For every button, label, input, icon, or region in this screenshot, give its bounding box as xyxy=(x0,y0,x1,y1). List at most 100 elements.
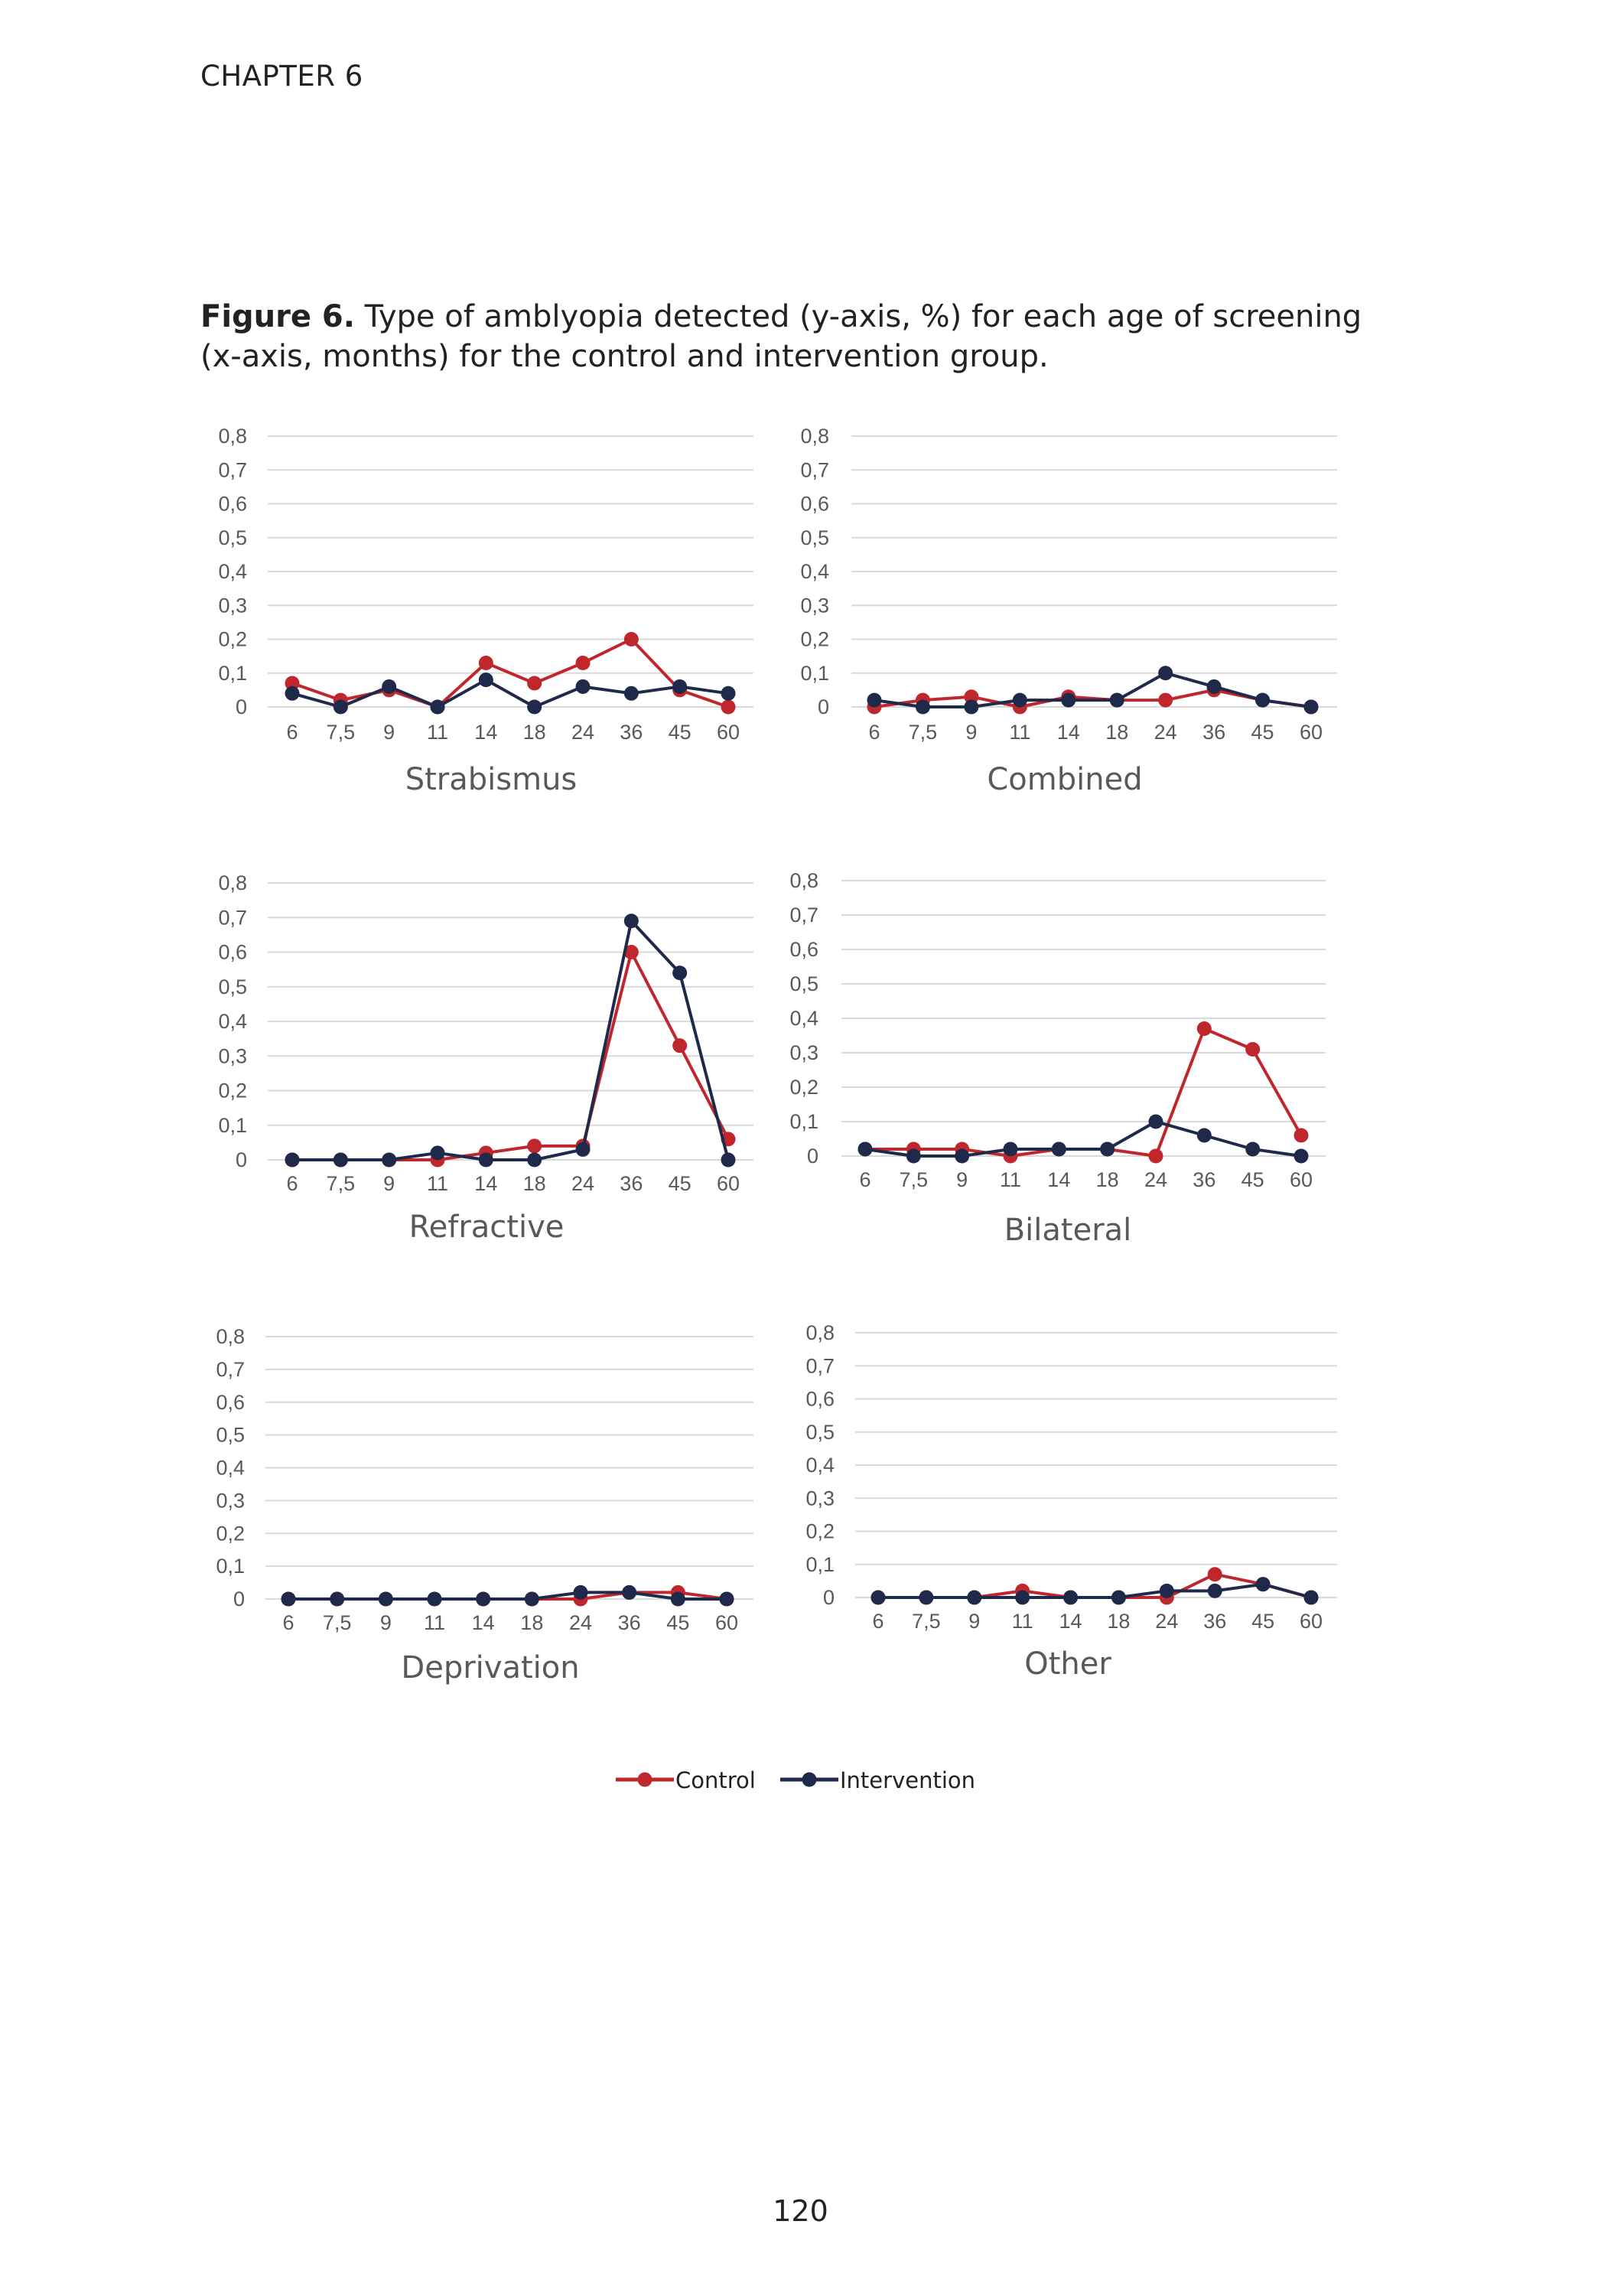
data-point-intervention xyxy=(1158,666,1173,681)
x-tick-label: 14 xyxy=(474,721,497,744)
data-point-control xyxy=(623,632,639,646)
y-tick-label: 0,3 xyxy=(218,1044,247,1067)
x-tick-label: 36 xyxy=(618,1611,641,1634)
x-tick-label: 45 xyxy=(666,1611,689,1634)
y-tick-label: 0 xyxy=(818,695,829,718)
data-point-control xyxy=(1158,692,1173,708)
y-tick-label: 0,4 xyxy=(216,1457,245,1480)
data-point-intervention xyxy=(478,673,493,688)
data-point-intervention xyxy=(919,1590,934,1605)
x-tick-label: 18 xyxy=(520,1611,543,1634)
y-tick-label: 0,3 xyxy=(800,594,829,617)
y-tick-label: 0,8 xyxy=(216,1325,245,1348)
x-tick-label: 60 xyxy=(1300,1610,1323,1633)
y-tick-label: 0,4 xyxy=(805,1454,835,1477)
data-point-control xyxy=(1196,1021,1212,1036)
x-tick-label: 60 xyxy=(717,721,740,744)
x-tick-label: 45 xyxy=(1241,1168,1264,1191)
y-tick-label: 0,5 xyxy=(218,526,247,549)
y-tick-label: 0,6 xyxy=(805,1388,835,1411)
data-point-intervention xyxy=(285,1152,300,1168)
chart-title: Other xyxy=(1024,1646,1111,1682)
x-tick-label: 45 xyxy=(1251,721,1274,744)
x-tick-label: 14 xyxy=(1059,1610,1082,1633)
data-point-control xyxy=(1245,1042,1261,1057)
series-line-intervention xyxy=(291,678,729,708)
y-tick-label: 0,7 xyxy=(805,1354,835,1377)
y-tick-label: 0,7 xyxy=(800,458,829,481)
x-tick-label: 6 xyxy=(859,1168,870,1191)
chart-other: 0 0,1 0,2 0,3 0,4 0,5 0,6 0,7 0,8 6 7,5 9 11 14 18 24 36… xyxy=(805,1321,1337,1682)
data-point-intervention xyxy=(1012,692,1027,708)
chart-title: Combined xyxy=(987,762,1142,797)
y-tick-label: 0,4 xyxy=(789,1007,818,1030)
y-tick-label: 0,2 xyxy=(218,628,247,651)
data-point-intervention xyxy=(527,1152,542,1168)
y-tick-label: 0,2 xyxy=(789,1076,818,1099)
data-point-intervention xyxy=(1061,692,1076,708)
page-number: 120 xyxy=(773,2194,828,2228)
x-tick-label: 6 xyxy=(868,721,880,744)
series-line-intervention xyxy=(864,1120,1302,1158)
x-tick-label: 7,5 xyxy=(900,1168,929,1191)
chart-title: Refractive xyxy=(409,1210,565,1245)
y-tick-label: 0,1 xyxy=(218,1114,247,1137)
y-tick-label: 0,8 xyxy=(789,869,818,892)
y-tick-label: 0,8 xyxy=(218,871,247,894)
data-point-control xyxy=(1148,1148,1163,1164)
y-tick-label: 0,8 xyxy=(800,425,829,448)
x-tick-label: 14 xyxy=(1047,1168,1070,1191)
y-tick-label: 0,1 xyxy=(216,1555,245,1578)
x-tick-label: 18 xyxy=(523,1172,546,1195)
y-tick-label: 0,5 xyxy=(800,526,829,549)
x-tick-label: 18 xyxy=(1105,721,1128,744)
data-point-control xyxy=(1207,1567,1222,1582)
x-tick-label: 60 xyxy=(1290,1168,1313,1191)
figure-label: Figure 6. xyxy=(200,299,355,334)
x-tick-label: 14 xyxy=(472,1611,495,1634)
y-tick-label: 0,6 xyxy=(216,1391,245,1414)
x-tick-label: 60 xyxy=(715,1611,738,1634)
data-point-intervention xyxy=(378,1591,393,1607)
series-line-control xyxy=(874,688,1312,708)
x-tick-label: 60 xyxy=(717,1172,740,1195)
series-line-control xyxy=(865,1027,1303,1158)
data-point-intervention xyxy=(721,1152,736,1168)
x-tick-label: 6 xyxy=(872,1610,883,1633)
x-tick-label: 11 xyxy=(1000,1168,1021,1191)
x-tick-label: 11 xyxy=(1012,1610,1033,1633)
data-point-intervention xyxy=(672,966,688,981)
data-point-intervention xyxy=(721,686,736,701)
figure-caption: Figure 6. Type of amblyopia detected (y-… xyxy=(200,297,1363,376)
data-point-intervention xyxy=(330,1591,345,1607)
y-tick-label: 0,2 xyxy=(800,628,829,651)
data-point-intervention xyxy=(430,699,445,715)
y-tick-label: 0 xyxy=(807,1145,818,1168)
y-tick-label: 0,2 xyxy=(218,1080,247,1102)
x-tick-label: 7,5 xyxy=(912,1610,941,1633)
x-tick-label: 14 xyxy=(1057,721,1080,744)
y-tick-label: 0,3 xyxy=(216,1489,245,1512)
data-point-intervention xyxy=(1003,1141,1018,1157)
x-tick-label: 9 xyxy=(956,1168,968,1191)
data-point-intervention xyxy=(1303,699,1319,715)
x-tick-label: 7,5 xyxy=(327,1172,356,1195)
chart-title: Deprivation xyxy=(401,1650,579,1685)
data-point-intervention xyxy=(1063,1590,1079,1605)
x-tick-label: 18 xyxy=(523,721,546,744)
x-tick-label: 14 xyxy=(474,1172,497,1195)
data-point-intervention xyxy=(1051,1141,1066,1157)
x-tick-label: 45 xyxy=(669,1172,691,1195)
data-point-intervention xyxy=(967,1590,982,1605)
y-tick-label: 0 xyxy=(236,695,247,718)
y-tick-label: 0,2 xyxy=(805,1520,835,1543)
x-tick-label: 9 xyxy=(383,1172,395,1195)
x-tick-label: 6 xyxy=(286,721,298,744)
series-line-intervention xyxy=(874,671,1312,708)
y-tick-label: 0,7 xyxy=(789,904,818,927)
x-tick-label: 11 xyxy=(1009,721,1030,744)
data-point-intervention xyxy=(1159,1583,1174,1598)
data-point-intervention xyxy=(870,1590,886,1605)
data-point-control xyxy=(1293,1128,1309,1143)
data-point-intervention xyxy=(1015,1590,1030,1605)
